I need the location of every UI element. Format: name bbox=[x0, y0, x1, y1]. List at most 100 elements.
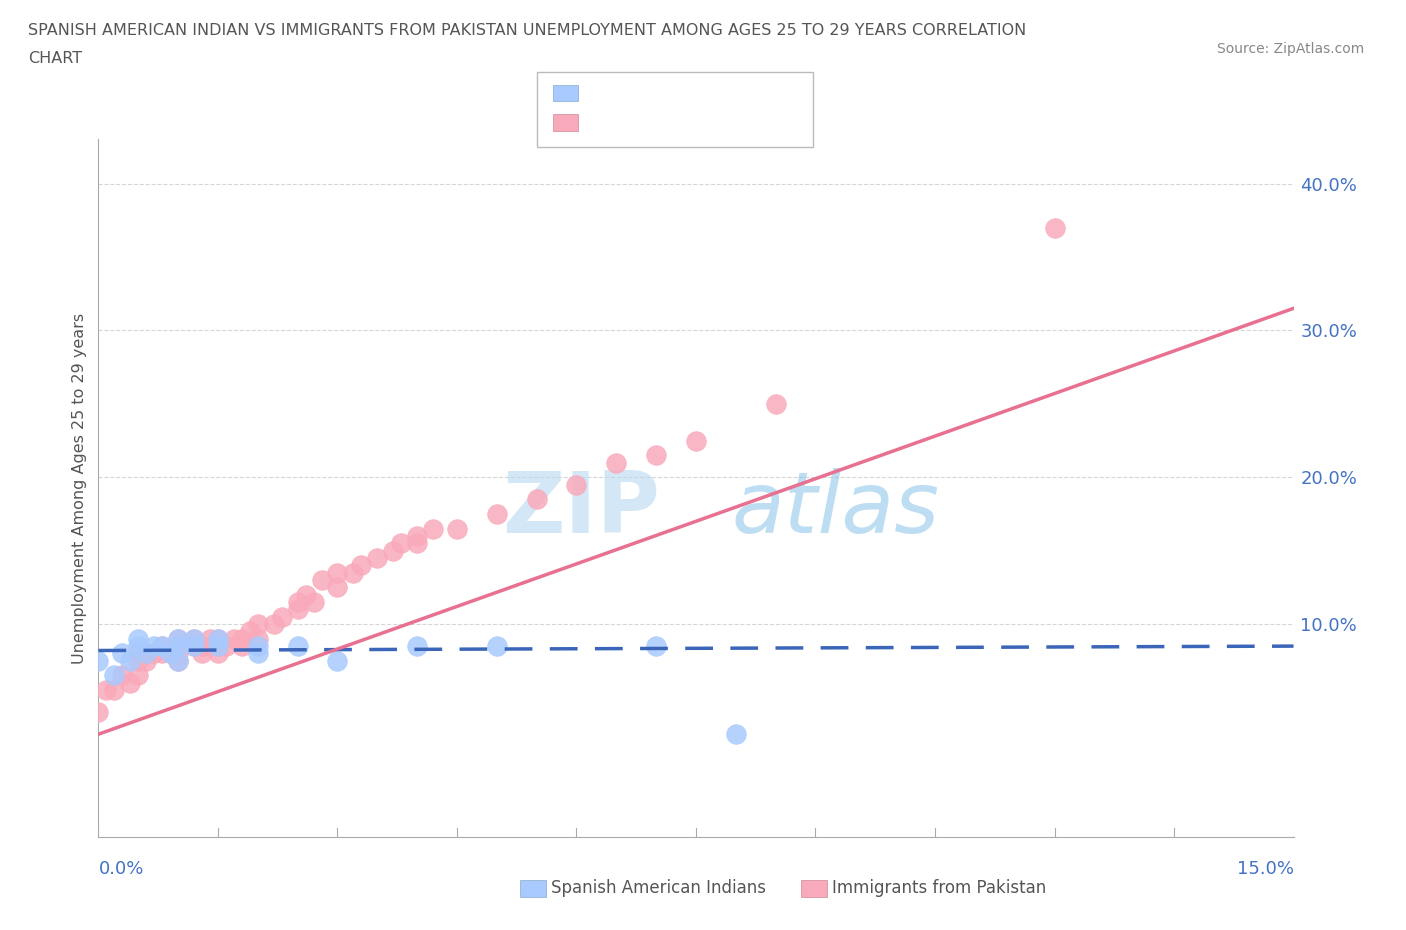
Point bbox=[287, 594, 309, 609]
Point bbox=[103, 683, 125, 698]
Point bbox=[724, 726, 747, 741]
Point bbox=[263, 617, 285, 631]
Point bbox=[406, 536, 429, 551]
Point bbox=[765, 396, 787, 411]
Point bbox=[207, 639, 229, 654]
Text: 0.021: 0.021 bbox=[627, 84, 679, 102]
Point bbox=[422, 521, 444, 536]
Point bbox=[382, 543, 405, 558]
Point bbox=[191, 639, 214, 654]
Text: 0.656: 0.656 bbox=[627, 113, 679, 132]
Point bbox=[150, 646, 173, 661]
Point bbox=[222, 631, 245, 646]
Point bbox=[215, 639, 238, 654]
Text: 0.0%: 0.0% bbox=[98, 860, 143, 878]
Point bbox=[645, 447, 668, 462]
Point bbox=[350, 558, 373, 573]
Point bbox=[270, 609, 292, 624]
Y-axis label: Unemployment Among Ages 25 to 29 years: Unemployment Among Ages 25 to 29 years bbox=[72, 312, 87, 664]
Point bbox=[239, 624, 262, 639]
Point bbox=[135, 646, 157, 661]
Point bbox=[605, 455, 627, 470]
Point bbox=[127, 668, 149, 683]
Point bbox=[342, 565, 364, 580]
Point bbox=[198, 631, 221, 646]
Point bbox=[150, 639, 173, 654]
Text: 58: 58 bbox=[716, 113, 738, 132]
Point bbox=[231, 639, 253, 654]
Point bbox=[191, 646, 214, 661]
Point bbox=[485, 639, 508, 654]
Point bbox=[135, 654, 157, 669]
Point bbox=[207, 639, 229, 654]
Point bbox=[167, 646, 190, 661]
Point bbox=[326, 654, 349, 669]
Point bbox=[159, 646, 181, 661]
Point bbox=[287, 639, 309, 654]
Point bbox=[526, 492, 548, 507]
Point bbox=[246, 631, 269, 646]
Point bbox=[183, 639, 205, 654]
Text: SPANISH AMERICAN INDIAN VS IMMIGRANTS FROM PAKISTAN UNEMPLOYMENT AMONG AGES 25 T: SPANISH AMERICAN INDIAN VS IMMIGRANTS FR… bbox=[28, 23, 1026, 38]
Point bbox=[167, 654, 190, 669]
Point bbox=[127, 631, 149, 646]
Point bbox=[207, 646, 229, 661]
Point bbox=[645, 639, 668, 654]
Point bbox=[302, 594, 325, 609]
Point bbox=[311, 573, 333, 588]
Point bbox=[446, 521, 468, 536]
Text: R =: R = bbox=[589, 84, 626, 102]
Point bbox=[294, 587, 316, 602]
Text: N =: N = bbox=[678, 84, 714, 102]
Point bbox=[167, 654, 190, 669]
Point bbox=[150, 639, 173, 654]
Point bbox=[167, 639, 190, 654]
Text: ZIP: ZIP bbox=[502, 468, 661, 551]
Point bbox=[326, 580, 349, 595]
Point bbox=[231, 631, 253, 646]
Text: 15.0%: 15.0% bbox=[1236, 860, 1294, 878]
Text: atlas: atlas bbox=[733, 468, 939, 551]
Text: Spanish American Indians: Spanish American Indians bbox=[551, 879, 766, 897]
Text: Immigrants from Pakistan: Immigrants from Pakistan bbox=[832, 879, 1046, 897]
Point bbox=[183, 631, 205, 646]
Point bbox=[167, 639, 190, 654]
Point bbox=[246, 617, 269, 631]
Point bbox=[159, 646, 181, 661]
Text: R =: R = bbox=[589, 113, 626, 132]
Point bbox=[127, 639, 149, 654]
Point bbox=[1043, 220, 1066, 235]
Point bbox=[87, 705, 110, 720]
Point bbox=[389, 536, 412, 551]
Point bbox=[143, 646, 166, 661]
Point bbox=[127, 646, 149, 661]
Point bbox=[96, 683, 118, 698]
Text: Source: ZipAtlas.com: Source: ZipAtlas.com bbox=[1216, 42, 1364, 56]
Text: 25: 25 bbox=[716, 84, 738, 102]
Point bbox=[111, 668, 134, 683]
Point bbox=[406, 528, 429, 543]
Point bbox=[120, 654, 142, 669]
Point bbox=[246, 646, 269, 661]
Point bbox=[167, 631, 190, 646]
Point bbox=[127, 654, 149, 669]
Text: CHART: CHART bbox=[28, 51, 82, 66]
Point bbox=[326, 565, 349, 580]
Point bbox=[87, 654, 110, 669]
Point bbox=[183, 639, 205, 654]
Point bbox=[207, 631, 229, 646]
Point bbox=[406, 639, 429, 654]
Point bbox=[207, 631, 229, 646]
Point bbox=[485, 507, 508, 522]
Point bbox=[111, 646, 134, 661]
Text: N =: N = bbox=[678, 113, 714, 132]
Point bbox=[167, 631, 190, 646]
Point bbox=[685, 433, 707, 448]
Point bbox=[366, 551, 388, 565]
Point bbox=[183, 631, 205, 646]
Point bbox=[246, 639, 269, 654]
Point bbox=[565, 477, 588, 492]
Point bbox=[120, 675, 142, 690]
Point bbox=[287, 602, 309, 617]
Point bbox=[143, 639, 166, 654]
